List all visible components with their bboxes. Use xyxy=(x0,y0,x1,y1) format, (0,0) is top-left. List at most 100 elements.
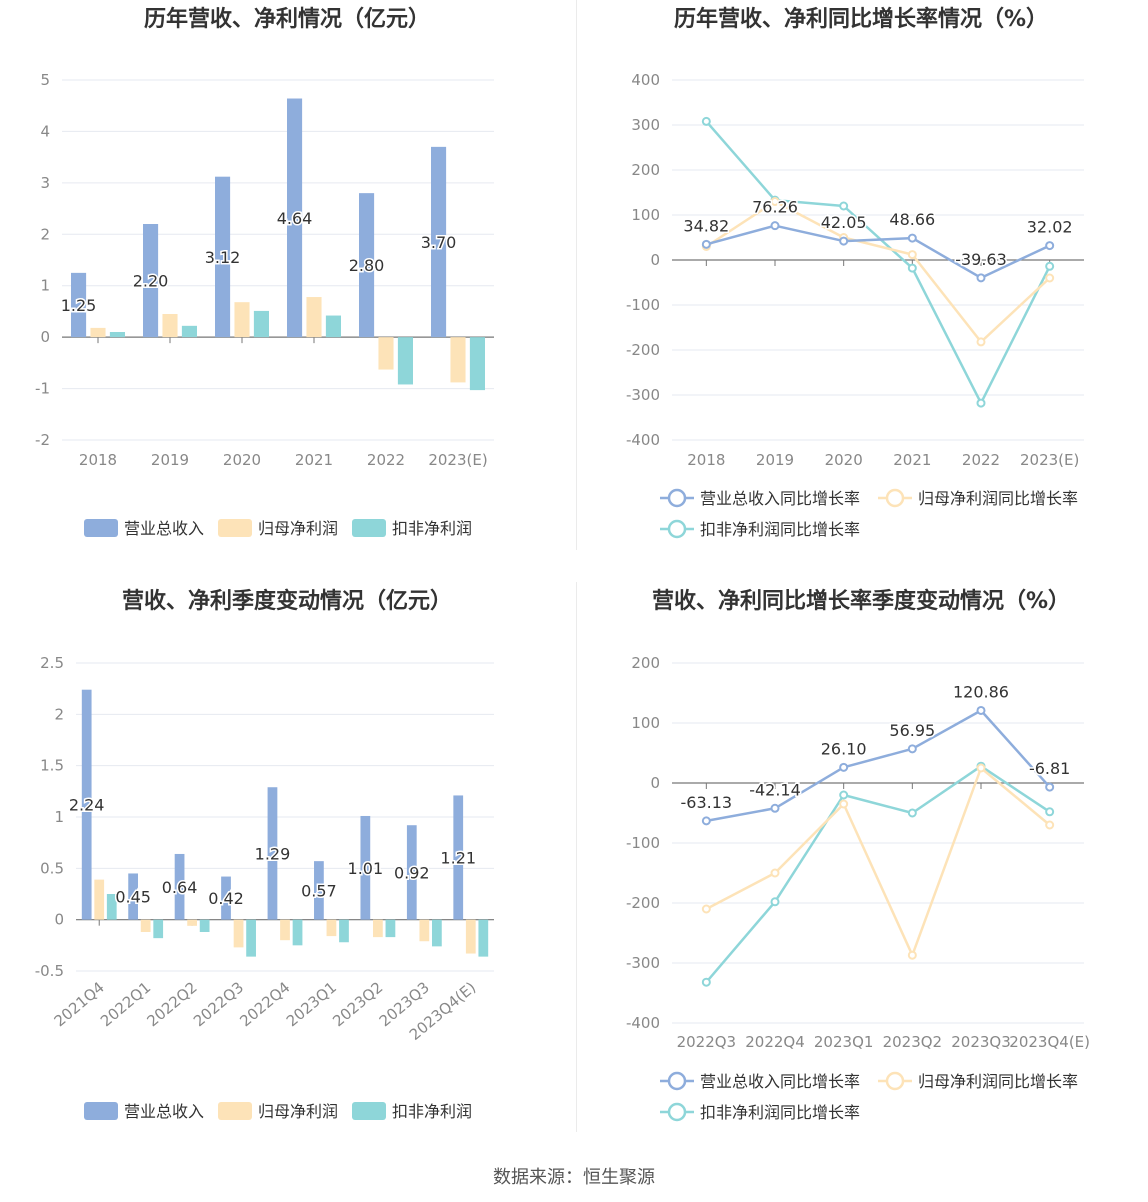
chart-svg: 历年营收、净利同比增长率情况（%） -400 -300 -200 -100 0 100 200… xyxy=(626,6,1084,539)
x-tick-label: 2022Q4 xyxy=(745,1033,805,1051)
chart-svg: 营收、净利同比增长率季度变动情况（%） -400 -300 -200 -100 0 100 2… xyxy=(626,588,1090,1122)
data-point xyxy=(770,197,780,206)
data-point xyxy=(770,803,780,813)
bar xyxy=(71,272,87,338)
y-tick-label: 3 xyxy=(40,174,50,192)
legend-marker xyxy=(667,519,687,539)
bar xyxy=(431,146,447,338)
legend-label: 扣非净利润 xyxy=(392,519,472,538)
series-line xyxy=(706,224,1051,280)
bar xyxy=(306,297,322,338)
x-tick-label: 2020 xyxy=(825,451,863,469)
y-tick-label: -400 xyxy=(626,1014,660,1032)
y-tick-label: 1 xyxy=(40,277,50,295)
x-tick-label: 2023(E) xyxy=(428,451,487,469)
x-tick-label: 2021Q4 xyxy=(51,978,108,1030)
y-tick-label: 300 xyxy=(631,116,660,134)
data-point xyxy=(701,116,711,126)
bar xyxy=(109,332,125,338)
legend-label: 归母净利润 xyxy=(258,1102,338,1121)
data-point xyxy=(701,239,711,249)
data-label: 1.25 xyxy=(61,296,97,315)
y-tick-label: 1.5 xyxy=(40,757,64,775)
bar xyxy=(339,919,349,943)
y-tick-label: 0.5 xyxy=(40,859,64,877)
bar xyxy=(234,302,250,338)
bar xyxy=(187,919,197,926)
data-point xyxy=(839,799,849,809)
y-tick-label: 2 xyxy=(40,225,50,243)
y-tick-label: 0 xyxy=(40,328,50,346)
y-tick-label: -100 xyxy=(626,834,660,852)
legend-label: 扣非净利润同比增长率 xyxy=(700,1103,860,1122)
data-label: 3.12 xyxy=(205,248,241,267)
y-tick-label: -0.5 xyxy=(35,962,64,980)
bar xyxy=(267,787,278,920)
bar xyxy=(128,873,139,920)
chart-svg: 历年营收、净利情况（亿元） -2 -1 0 1 2 3 4 5 2018 2019 2020 2021 2… xyxy=(35,6,494,538)
series-line xyxy=(705,764,1051,984)
data-label: 0.64 xyxy=(162,878,198,897)
x-tick-label: 2023Q4(E) xyxy=(1009,1033,1090,1051)
data-label: 2.80 xyxy=(349,256,385,275)
legend-swatch xyxy=(84,519,118,537)
data-point xyxy=(839,790,849,800)
data-label: 4.64 xyxy=(277,209,313,228)
data-point xyxy=(907,233,917,243)
bar xyxy=(287,98,303,338)
y-tick-label: -200 xyxy=(626,894,660,912)
data-point xyxy=(1045,273,1055,283)
y-tick-label: 100 xyxy=(631,206,660,224)
x-tick-label: 2022Q4 xyxy=(236,978,293,1030)
x-tick-label: 2022Q1 xyxy=(97,978,154,1030)
y-tick-label: 100 xyxy=(631,714,660,732)
y-tick-label: -100 xyxy=(626,296,660,314)
data-point xyxy=(976,705,986,715)
legend-marker xyxy=(667,1102,687,1122)
y-tick-label: -300 xyxy=(626,386,660,404)
y-tick-label: 0 xyxy=(54,911,64,929)
data-label: -42.14 xyxy=(749,780,801,799)
bar xyxy=(397,337,413,385)
panel-divider-top xyxy=(576,0,577,550)
y-tick-label: -300 xyxy=(626,954,660,972)
data-point xyxy=(907,263,917,273)
annual-revenue-profit-chart: 历年营收、净利情况（亿元） -2 -1 0 1 2 3 4 5 2018 2019 2020 2021 2… xyxy=(0,0,574,580)
legend-swatch xyxy=(352,519,386,537)
legend-label: 营业总收入同比增长率 xyxy=(700,1072,860,1091)
data-label: 42.05 xyxy=(821,213,867,232)
data-point xyxy=(907,950,917,960)
bar xyxy=(174,853,185,920)
y-tick-label: 2.5 xyxy=(40,654,64,672)
bar xyxy=(253,310,269,338)
x-tick-label: 2022Q3 xyxy=(677,1033,737,1051)
y-tick-label: 0 xyxy=(650,251,660,269)
y-tick-label: -2 xyxy=(35,431,50,449)
y-tick-label: 400 xyxy=(631,71,660,89)
y-tick-label: 2 xyxy=(54,705,64,723)
data-point xyxy=(1045,241,1055,251)
chart-svg: 营收、净利季度变动情况（亿元）-0.500.511.522.52021Q4202… xyxy=(35,588,494,1121)
x-tick-label: 2023(E) xyxy=(1020,451,1079,469)
x-tick-label: 2022Q3 xyxy=(190,978,247,1030)
data-label: -63.13 xyxy=(681,793,733,812)
x-tick-label: 2018 xyxy=(79,451,117,469)
bar xyxy=(292,919,303,946)
x-tick-label: 2023Q2 xyxy=(329,978,386,1030)
bar xyxy=(94,879,105,920)
quarterly-growth-rate-chart: 营收、净利同比增长率季度变动情况（%） -400 -300 -200 -100 0 100 2… xyxy=(574,582,1148,1162)
data-label: 56.95 xyxy=(889,721,935,740)
data-label: 1.29 xyxy=(255,844,291,863)
data-source-footer: 数据来源：恒生聚源 xyxy=(493,1167,655,1188)
data-point xyxy=(976,337,986,347)
chart-title: 营收、净利同比增长率季度变动情况（%） xyxy=(652,588,1070,614)
data-label: 2.20 xyxy=(133,272,169,291)
bar xyxy=(450,337,466,383)
x-tick-label: 2023Q1 xyxy=(283,978,340,1030)
data-point xyxy=(1045,261,1055,271)
bar xyxy=(280,919,290,941)
legend-label: 归母净利润同比增长率 xyxy=(918,489,1078,508)
legend-label: 营业总收入同比增长率 xyxy=(700,489,860,508)
x-tick-label: 2021 xyxy=(893,451,931,469)
data-label: 1.01 xyxy=(348,859,384,878)
